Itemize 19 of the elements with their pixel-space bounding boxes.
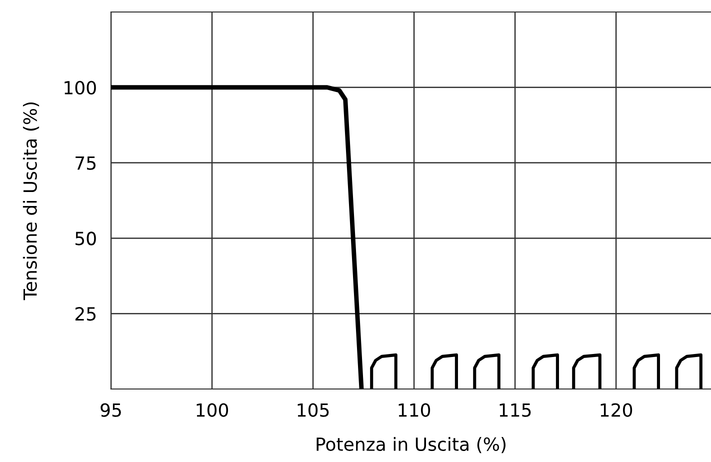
x-axis-title: Potenza in Uscita (%) [316, 437, 506, 454]
line-series [430, 353, 458, 391]
y-tick-label: 50 [76, 232, 96, 246]
x-tick-label: 105 [298, 403, 329, 417]
x-tick-label: 95 [100, 403, 121, 417]
x-tick-label: 110 [398, 403, 430, 417]
y-tick-label: 75 [76, 156, 96, 170]
line-series [632, 353, 660, 391]
line-series [572, 353, 602, 391]
x-tick-label: 115 [500, 403, 531, 417]
line-series [370, 353, 398, 391]
line-series [532, 353, 559, 391]
y-tick-label: 100 [64, 80, 96, 95]
x-tick-label: 100 [196, 403, 228, 417]
y-axis-title: Tensione di Uscita (%) [22, 102, 40, 300]
line-series [675, 353, 702, 391]
x-tick-label: 120 [600, 403, 632, 417]
line-series [473, 353, 500, 391]
y-tick-label: 25 [75, 307, 96, 321]
